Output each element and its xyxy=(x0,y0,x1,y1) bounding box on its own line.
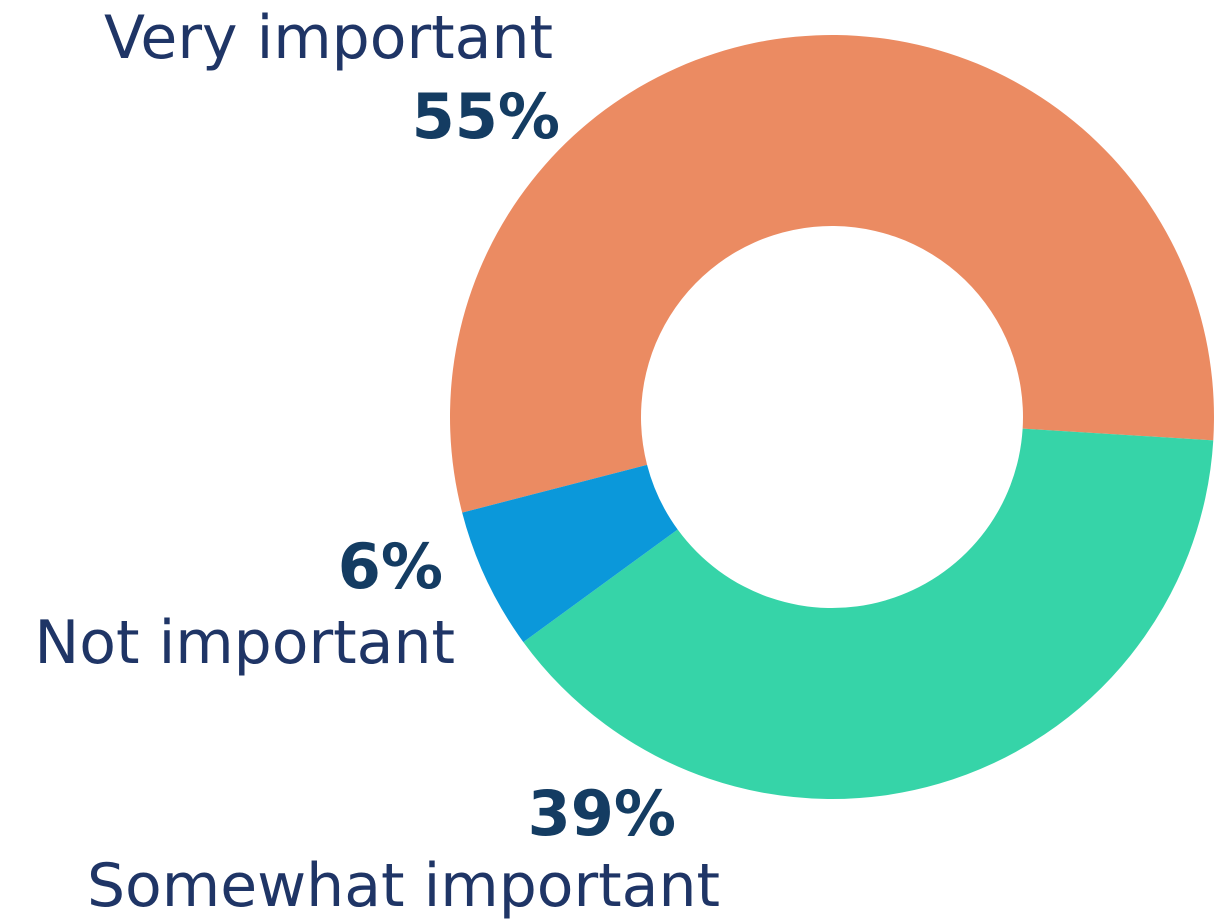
slice-value-label-very-important: 55% xyxy=(412,80,560,153)
slice-category-label-very-important: Very important xyxy=(104,3,553,73)
slice-category-label-somewhat-important: Somewhat important xyxy=(87,851,720,921)
slice-category-label-not-important: Not important xyxy=(34,608,455,678)
slice-value-label-somewhat-important: 39% xyxy=(528,777,676,850)
slice-very-important xyxy=(450,35,1215,513)
donut-slices xyxy=(450,35,1215,800)
slice-value-label-not-important: 6% xyxy=(338,530,443,603)
slice-somewhat-important xyxy=(523,428,1214,800)
slice-not-important xyxy=(462,464,678,643)
